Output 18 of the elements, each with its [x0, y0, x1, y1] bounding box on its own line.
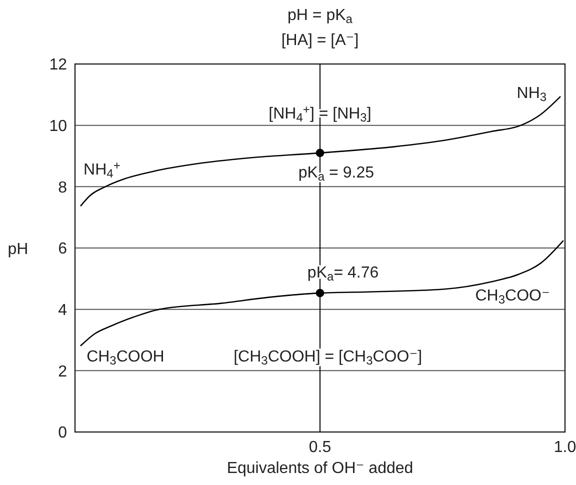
y-tick-label: 2	[58, 363, 68, 380]
y-tick-label: 6	[58, 240, 68, 258]
annotation: CH$_{3}$COOH	[86, 348, 164, 368]
x-tick-label: 1.0	[554, 439, 576, 456]
chart-title: pH = pK$_{a}$	[288, 7, 353, 26]
x-axis-title: Equivalents of OH⁻ added	[226, 460, 414, 477]
y-tick-label: 10	[49, 118, 68, 135]
x-tick-label: 0.5	[308, 439, 332, 456]
annotation: CH$_{3}$COO⁻	[475, 287, 550, 306]
y-axis-title: pH	[8, 241, 28, 258]
annotation: [CH$_{3}$COOH] = [CH$_{3}$COO⁻]	[234, 348, 422, 368]
y-tick-label: 12	[49, 56, 68, 74]
chart-subtitle: [HA] = [A⁻]	[281, 32, 359, 49]
y-tick-label: 8	[58, 179, 68, 196]
line-series	[80, 240, 564, 346]
y-tick-label: 0	[58, 424, 68, 442]
annotation: NH$_{3}$	[516, 84, 547, 104]
y-tick-label: 4	[58, 302, 68, 319]
